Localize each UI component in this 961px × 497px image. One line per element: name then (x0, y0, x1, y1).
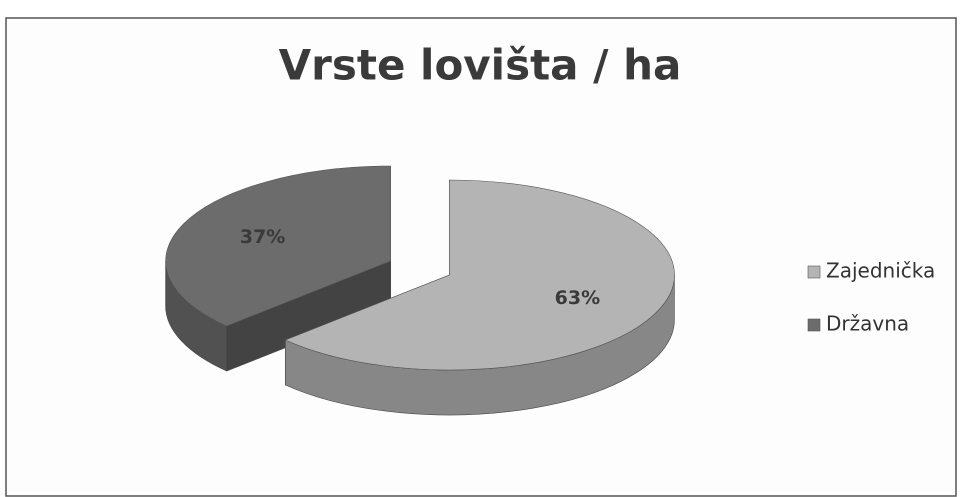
chart-title: Vrste lovišta / ha (279, 41, 682, 90)
legend-label: Zajednička (826, 259, 935, 283)
legend-label: Državna (826, 312, 909, 336)
data-label: 37% (240, 226, 285, 248)
legend-swatch (807, 265, 821, 279)
data-label: 63% (555, 287, 600, 309)
legend-swatch (807, 318, 821, 332)
slice (284, 179, 675, 371)
slice (165, 165, 391, 327)
